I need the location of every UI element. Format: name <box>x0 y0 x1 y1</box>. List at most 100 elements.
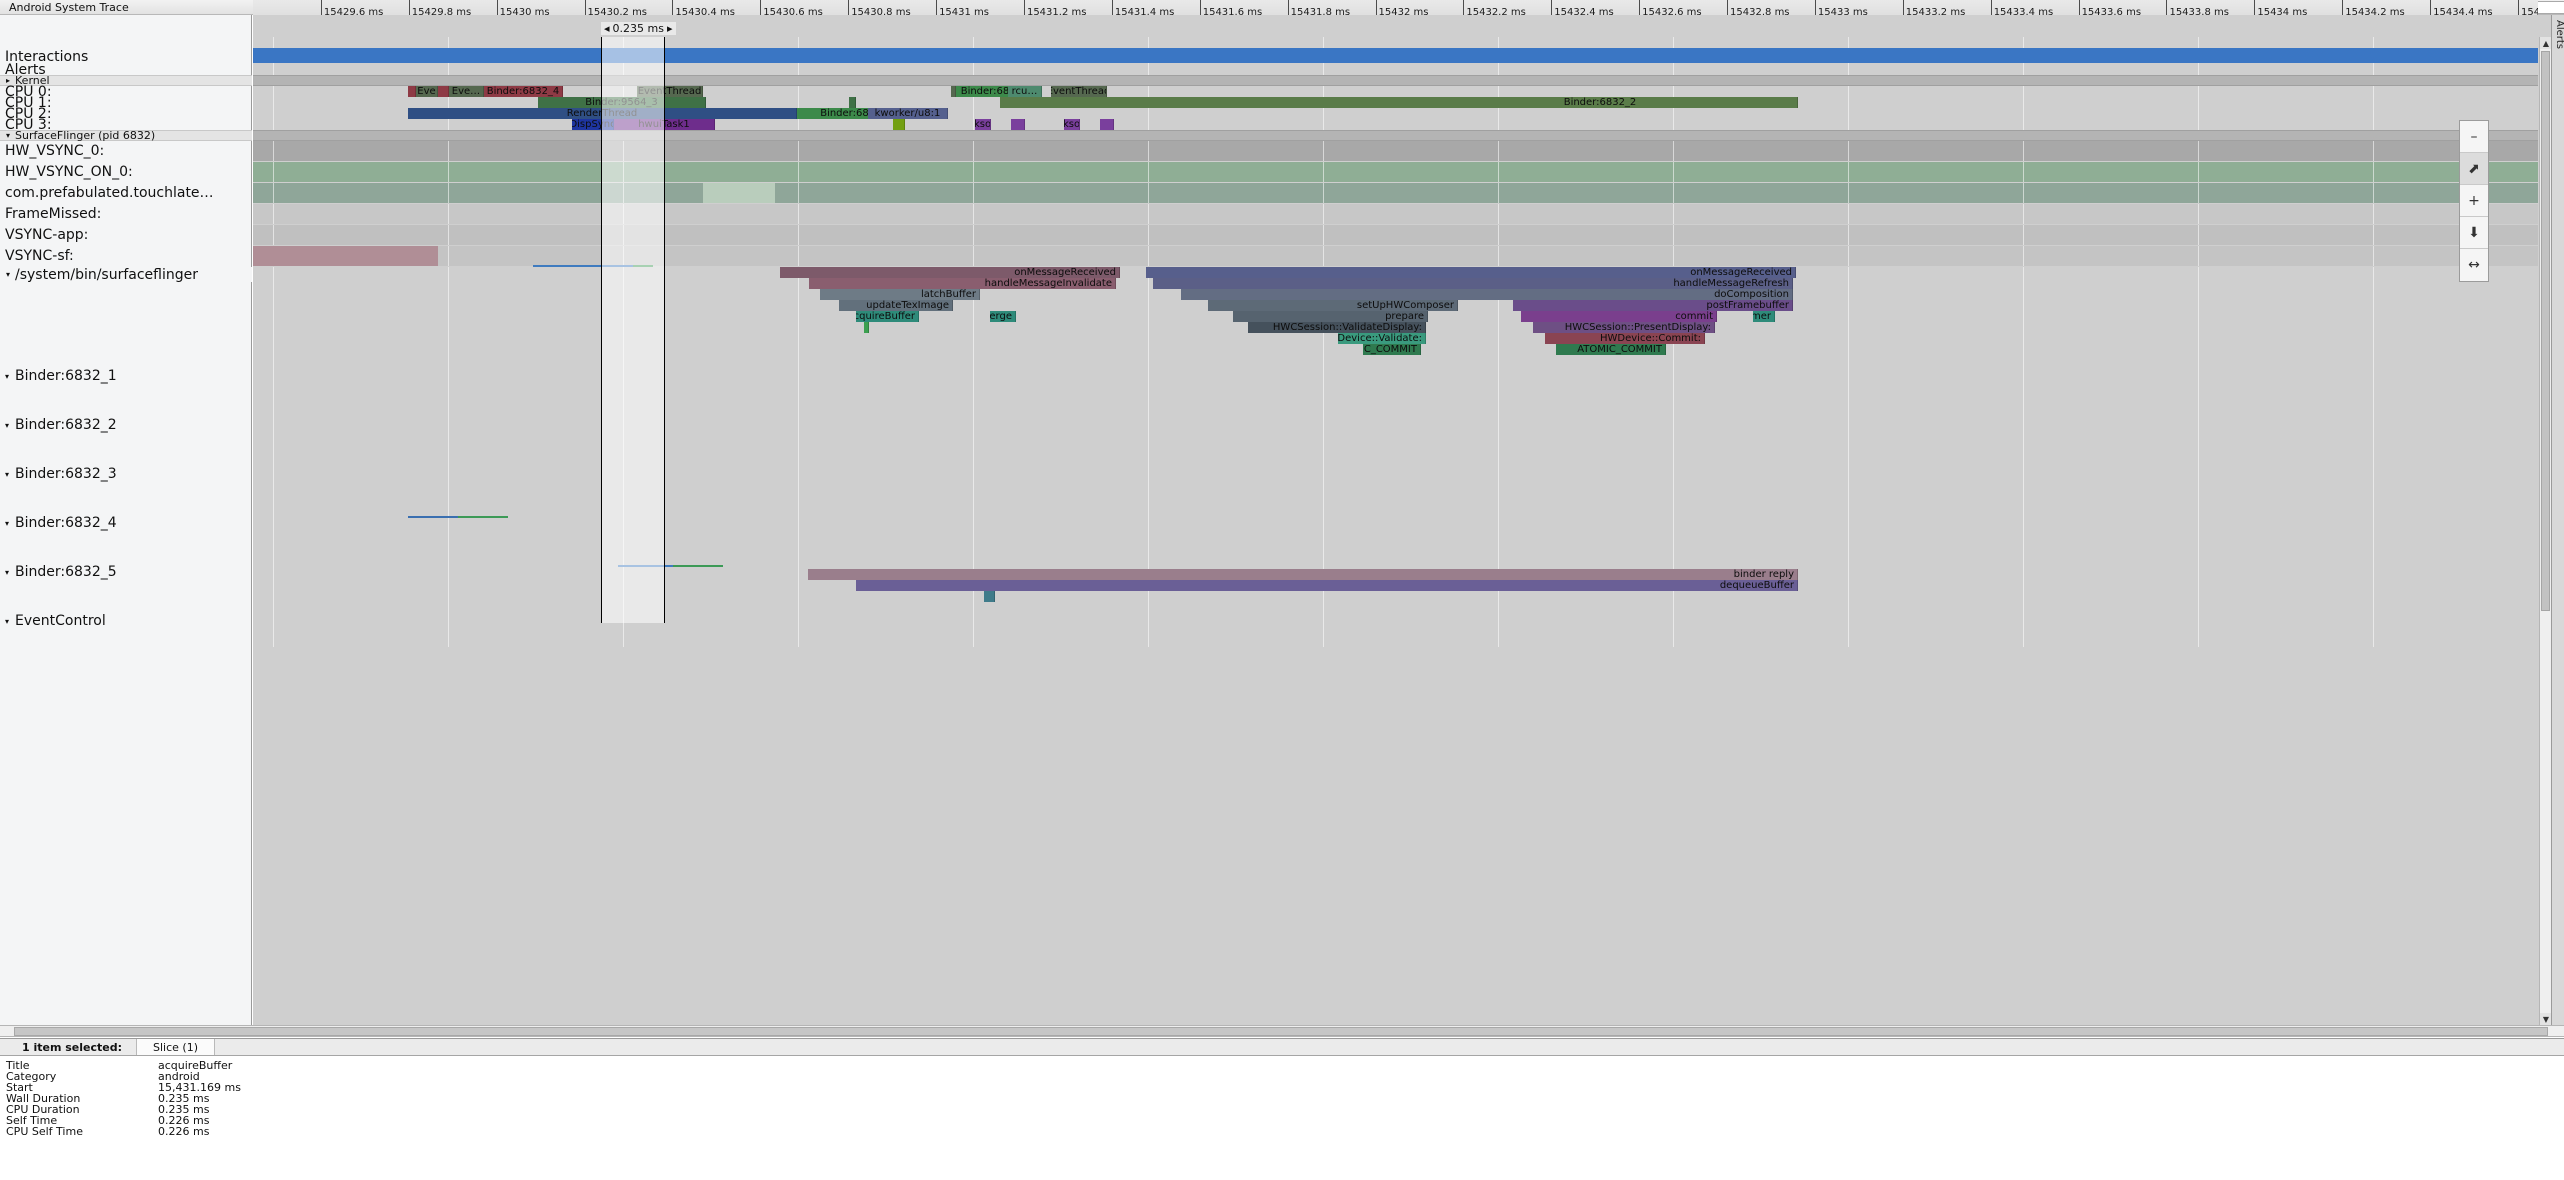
trace-slice[interactable]: Binder:6832_4 <box>484 86 563 97</box>
scroll-down-arrow[interactable]: ▼ <box>2540 1013 2552 1025</box>
track-group-header[interactable]: ▾ Binder:6832_4 <box>0 514 252 532</box>
trace-slice[interactable]: kso <box>1064 119 1080 130</box>
trace-slice[interactable]: EventThread <box>637 86 703 97</box>
trace-slice[interactable]: Eve… <box>449 86 484 97</box>
track-group-header[interactable]: ▸ Kernel <box>0 74 252 87</box>
track-label[interactable]: CPU 3: <box>5 116 52 133</box>
trace-slice[interactable] <box>408 516 458 518</box>
grid-line <box>1148 37 1149 48</box>
track-group-header[interactable]: ▾ /system/bin/surfaceflinger <box>0 267 252 283</box>
trace-slice[interactable]: Binder:6832_2 <box>1403 97 1798 108</box>
track-label[interactable]: Interactions <box>5 49 89 65</box>
trace-slice[interactable] <box>1011 119 1025 130</box>
tab-slice[interactable]: Slice (1) <box>137 1039 216 1055</box>
track-group-header[interactable]: ▾ EventControl <box>0 612 252 630</box>
disclosure-triangle-icon[interactable]: ▾ <box>5 371 10 381</box>
cursor-select-icon[interactable]: ⬈ <box>2460 153 2488 185</box>
alerts-rail[interactable]: Alerts <box>2551 15 2564 1025</box>
disclosure-triangle-icon[interactable]: ▾ <box>5 518 10 528</box>
trace-slice[interactable] <box>438 86 449 97</box>
track-group-header[interactable]: ▾ Binder:6832_3 <box>0 465 252 483</box>
trace-slice[interactable] <box>458 516 508 518</box>
grid-line <box>973 108 974 119</box>
horizontal-scrollbar[interactable] <box>0 1025 2564 1037</box>
track-group-header[interactable]: ▾ Binder:6832_5 <box>0 563 252 581</box>
track-label[interactable]: Alerts <box>5 62 46 78</box>
vertical-scrollbar[interactable]: ▲ ▼ <box>2539 37 2552 1025</box>
track-label[interactable]: FrameMissed: <box>5 206 102 222</box>
selection-start-marker[interactable] <box>601 37 602 623</box>
disclosure-triangle-icon[interactable]: ▾ <box>5 567 10 577</box>
navigation-widget[interactable]: – ⬈ + ⬇ ↔ <box>2459 120 2489 282</box>
track-label[interactable]: com.prefabulated.touchlate… <box>5 185 214 201</box>
trace-slice[interactable] <box>864 322 869 333</box>
trace-slice[interactable]: HWCSession::ValidateDisplay: <box>1248 322 1426 333</box>
grid-line <box>1498 367 1499 416</box>
grid-line <box>798 119 799 130</box>
trace-slice[interactable]: handleMessageRefresh <box>1153 278 1793 289</box>
trace-slice[interactable] <box>1100 119 1114 130</box>
trace-slice[interactable]: handleMessageInvalidate <box>809 278 1116 289</box>
trace-slice[interactable]: doComposition <box>1181 289 1793 300</box>
trace-slice[interactable]: HWDevice::Commit: <box>1545 333 1705 344</box>
track-group-header[interactable]: ▾ SurfaceFlinger (pid 6832) <box>0 129 252 142</box>
zoom-out-icon[interactable]: – <box>2460 121 2488 153</box>
track-label[interactable]: HW_VSYNC_ON_0: <box>5 164 133 180</box>
trace-slice[interactable] <box>849 97 856 108</box>
trace-slice[interactable]: onMessageReceived <box>780 267 1120 278</box>
track-label[interactable]: HW_VSYNC_0: <box>5 143 105 159</box>
trace-slice[interactable]: merge <box>990 311 1016 322</box>
trace-slice[interactable] <box>408 86 416 97</box>
disclosure-triangle-icon[interactable]: ▾ <box>6 131 11 140</box>
trace-slice[interactable]: binder reply <box>1033 569 1798 580</box>
trace-slice[interactable]: dequeueBuffer <box>856 580 1798 591</box>
trace-slice[interactable]: acquireBuffer <box>856 311 919 322</box>
trace-slice[interactable]: latchBuffer <box>820 289 980 300</box>
ruler-tick: 15432.2 ms <box>1463 0 1526 21</box>
ruler-tick: 15433.2 ms <box>1902 0 1965 21</box>
disclosure-triangle-icon[interactable]: ▾ <box>5 469 10 479</box>
trace-slice[interactable]: commit <box>1521 311 1717 322</box>
trace-slice[interactable] <box>951 86 956 97</box>
grid-line <box>2198 63 2199 75</box>
trace-slice[interactable]: mer <box>1753 311 1775 322</box>
trace-slice[interactable]: ATOMIC_COMMIT <box>1556 344 1666 355</box>
track-label[interactable]: CPU 2: <box>5 105 52 122</box>
track-label[interactable]: VSYNC-app: <box>5 227 89 243</box>
track-group-header[interactable]: ▾ Binder:6832_1 <box>0 367 252 385</box>
trace-slice[interactable] <box>893 119 905 130</box>
horizontal-scrollbar-thumb[interactable] <box>14 1027 2548 1036</box>
trace-slice[interactable]: kso <box>975 119 991 130</box>
track-group-header[interactable]: ▾ Binder:6832_2 <box>0 416 252 434</box>
pan-down-icon[interactable]: ⬇ <box>2460 217 2488 249</box>
trace-slice[interactable]: postFramebuffer <box>1513 300 1793 311</box>
track-label[interactable]: CPU 0: <box>5 83 52 100</box>
vertical-scrollbar-thumb[interactable] <box>2541 51 2550 611</box>
resize-horizontal-icon[interactable]: ↔ <box>2468 257 2480 273</box>
trace-slice[interactable]: rcu… <box>1008 86 1042 97</box>
trace-slice[interactable]: Eve <box>416 86 438 97</box>
disclosure-triangle-icon[interactable]: ▸ <box>6 76 11 85</box>
trace-slice[interactable]: prepare <box>1233 311 1428 322</box>
track-label[interactable]: VSYNC-sf: <box>5 248 74 264</box>
zoom-in-icon[interactable]: + <box>2460 185 2488 217</box>
disclosure-triangle-icon[interactable]: ▾ <box>5 420 10 430</box>
trace-slice[interactable] <box>984 591 995 602</box>
selection-end-marker[interactable] <box>664 37 665 623</box>
disclosure-triangle-icon[interactable]: ▾ <box>5 616 10 626</box>
trace-slice[interactable]: HWCSession::PresentDisplay: <box>1533 322 1715 333</box>
trace-slice[interactable]: kworker/u8:1 <box>868 108 948 119</box>
trace-slice[interactable]: onMessageReceived <box>1146 267 1796 278</box>
grid-line <box>2373 465 2374 514</box>
grid-line <box>1148 416 1149 465</box>
trace-slice[interactable]: updateTexImage <box>839 300 953 311</box>
trace-slice[interactable]: EventThread <box>1051 86 1107 97</box>
scroll-up-arrow[interactable]: ▲ <box>2540 37 2552 49</box>
tracks-container[interactable]: Interactions Alerts ▸ Kernel CPU 0: Eve Eve… Bi… <box>0 37 2538 1025</box>
trace-slice[interactable]: ATOMIC_COMMIT <box>1363 344 1421 355</box>
disclosure-triangle-icon[interactable]: ▾ <box>6 270 11 279</box>
track-label[interactable]: CPU 1: <box>5 94 52 111</box>
trace-slice[interactable]: setUpHWComposer <box>1208 300 1458 311</box>
trace-slice[interactable]: HWDevice::Validate: <box>1338 333 1426 344</box>
track-band <box>673 565 723 567</box>
